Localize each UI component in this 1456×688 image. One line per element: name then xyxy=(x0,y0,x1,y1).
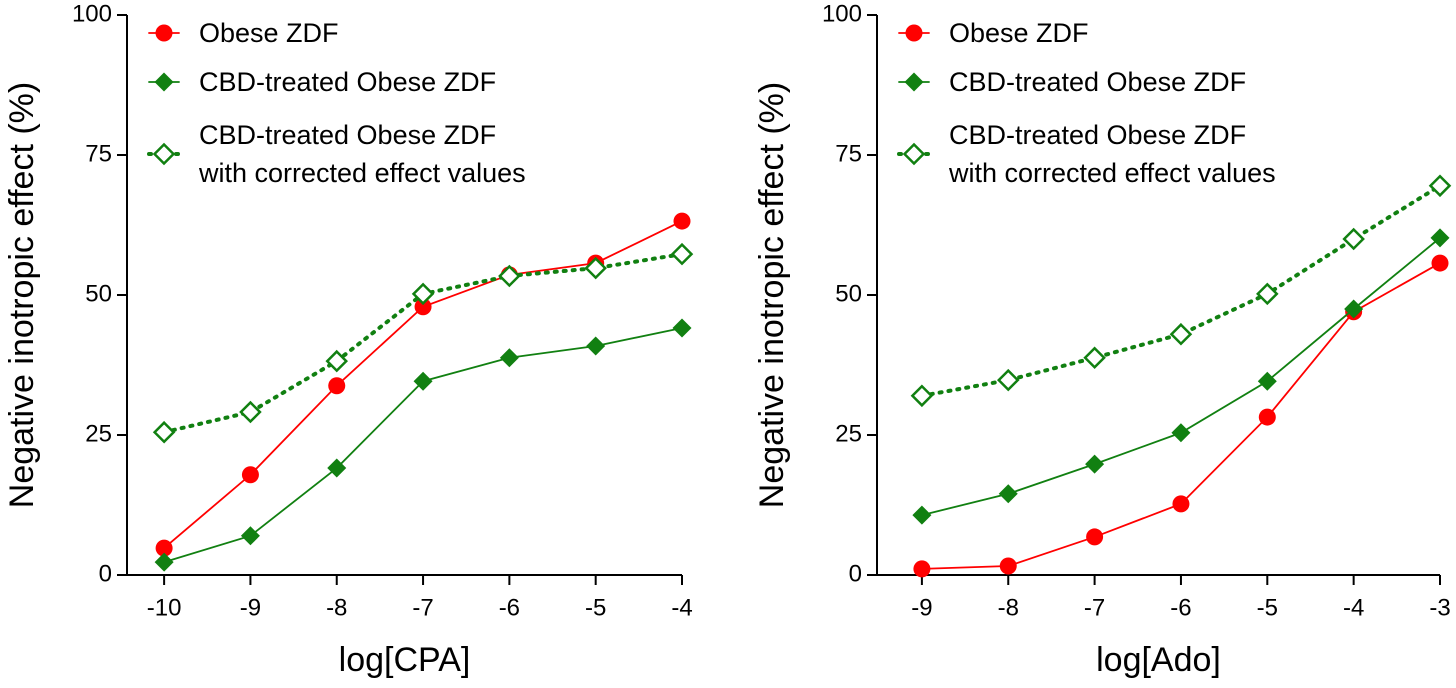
x-tick-label: -10 xyxy=(147,594,182,621)
data-point xyxy=(1428,174,1452,198)
data-point xyxy=(996,368,1020,392)
data-point xyxy=(672,318,692,338)
legend-label: Obese ZDF xyxy=(199,18,339,48)
legend-label: CBD-treated Obese ZDF xyxy=(199,67,497,97)
y-tick-label: 0 xyxy=(99,560,112,587)
data-point xyxy=(327,458,347,478)
data-point xyxy=(499,348,519,368)
data-point xyxy=(1086,528,1104,546)
data-point xyxy=(1171,423,1191,443)
x-tick-label: -8 xyxy=(998,594,1019,621)
data-point xyxy=(1256,282,1279,306)
data-point xyxy=(1169,322,1193,346)
x-tick-label: -4 xyxy=(1343,594,1364,621)
legend-marker xyxy=(902,142,926,166)
data-point xyxy=(1258,408,1276,426)
legend-label: CBD-treated Obese ZDF xyxy=(949,67,1247,97)
data-point xyxy=(910,384,934,408)
x-tick-label: -9 xyxy=(911,594,932,621)
legend-marker xyxy=(155,24,173,42)
data-point xyxy=(670,242,694,266)
x-tick-label: -4 xyxy=(671,594,692,621)
data-point xyxy=(498,264,521,288)
x-tick-label: -3 xyxy=(1429,594,1450,621)
y-tick-label: 75 xyxy=(835,140,862,167)
data-point xyxy=(1085,454,1105,474)
data-point xyxy=(1257,371,1277,391)
series-line xyxy=(162,252,684,435)
data-point xyxy=(999,557,1017,575)
legend-marker xyxy=(152,142,176,166)
data-point xyxy=(913,560,931,578)
x-tick-label: -9 xyxy=(240,594,261,621)
data-point xyxy=(673,212,691,230)
x-tick-label: -6 xyxy=(1170,594,1191,621)
legend-marker xyxy=(154,72,174,92)
x-tick-label: -7 xyxy=(1084,594,1105,621)
data-point xyxy=(411,282,435,306)
legend-marker xyxy=(905,24,923,42)
data-point xyxy=(154,552,174,572)
y-tick-label: 50 xyxy=(835,280,862,307)
y-tick-label: 100 xyxy=(72,0,112,27)
series-line xyxy=(919,183,1442,398)
y-tick-label: 50 xyxy=(85,280,112,307)
data-point xyxy=(584,256,607,280)
data-point xyxy=(998,484,1018,504)
data-point xyxy=(152,420,176,444)
y-tick-label: 75 xyxy=(85,140,112,167)
y-tick-label: 25 xyxy=(85,420,112,447)
series-line xyxy=(921,236,1441,516)
legend-label: CBD-treated Obese ZDF with corrected eff… xyxy=(949,120,1276,188)
data-point xyxy=(155,539,173,557)
data-point xyxy=(240,526,260,546)
y-axis-label: Negative inotropic effect (%) xyxy=(3,82,41,508)
legend-label: CBD-treated Obese ZDF with corrected eff… xyxy=(199,120,526,188)
x-axis-label: log[CPA] xyxy=(339,641,471,679)
data-point xyxy=(325,349,349,373)
x-tick-label: -8 xyxy=(326,594,347,621)
x-tick-label: -5 xyxy=(585,594,606,621)
y-tick-label: 25 xyxy=(835,420,862,447)
y-tick-label: 100 xyxy=(822,0,862,27)
x-tick-label: -7 xyxy=(412,594,433,621)
legend-marker xyxy=(904,72,924,92)
y-tick-label: 0 xyxy=(849,560,862,587)
data-point xyxy=(1431,254,1449,272)
data-point xyxy=(328,377,346,395)
data-point xyxy=(413,371,433,391)
y-axis-label: Negative inotropic effect (%) xyxy=(753,82,791,508)
legend-label: Obese ZDF xyxy=(949,18,1089,48)
series-line xyxy=(163,327,683,564)
x-tick-label: -6 xyxy=(499,594,520,621)
data-point xyxy=(1344,299,1364,319)
data-point xyxy=(241,466,259,484)
x-tick-label: -5 xyxy=(1257,594,1278,621)
data-point xyxy=(1342,227,1365,251)
data-point xyxy=(414,298,432,316)
x-axis-label: log[Ado] xyxy=(1096,641,1221,679)
data-point xyxy=(1430,228,1450,248)
data-point xyxy=(1083,346,1106,369)
data-point xyxy=(239,400,262,424)
data-point xyxy=(586,336,606,356)
data-point xyxy=(912,505,932,525)
data-point xyxy=(1172,495,1190,513)
